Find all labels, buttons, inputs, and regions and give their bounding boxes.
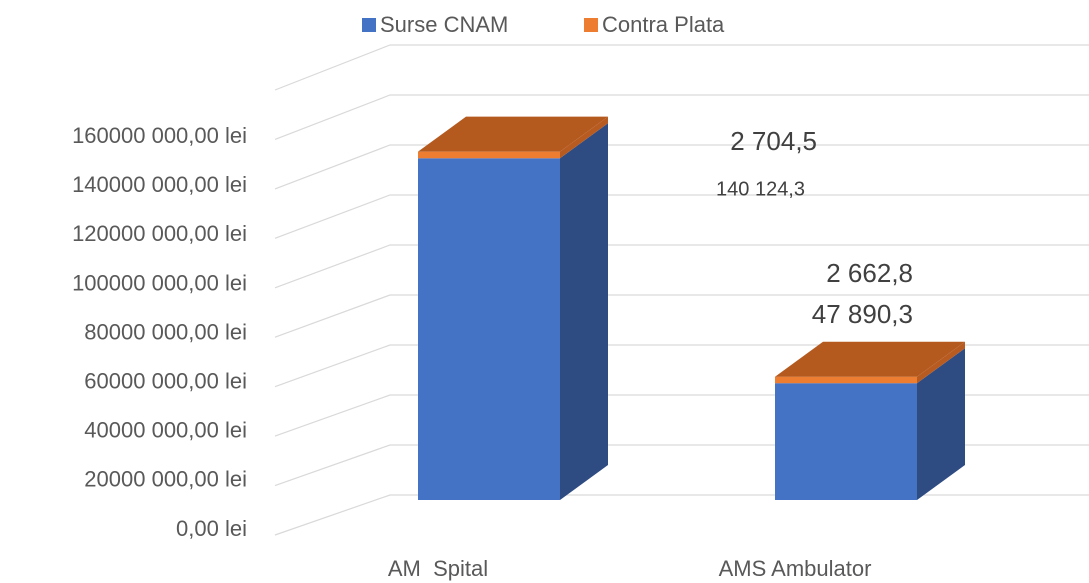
grid-line — [274, 94, 1089, 141]
bar-top — [418, 116, 608, 152]
data-label: 2 662,8 — [826, 258, 913, 288]
bar-side — [560, 116, 608, 159]
x-tick-label: AM Spital — [388, 556, 488, 581]
legend-label: Surse CNAM — [380, 12, 508, 37]
y-tick-label: 40000 000,00 lei — [84, 418, 247, 443]
grid-line — [274, 394, 1089, 437]
bar — [418, 151, 560, 159]
legend-swatch — [362, 18, 376, 32]
grid-line — [274, 294, 1089, 338]
bar-side — [917, 341, 965, 384]
data-label: 47 890,3 — [812, 299, 913, 329]
grid-line — [274, 194, 1089, 239]
y-tick-label: 60000 000,00 lei — [84, 368, 247, 393]
bar — [418, 158, 560, 501]
grid-line — [274, 444, 1089, 487]
y-tick-label: 160000 000,00 lei — [72, 123, 247, 148]
grid-line — [274, 494, 1089, 536]
data-label: 2 704,5 — [730, 126, 817, 156]
legend-swatch — [584, 18, 598, 32]
bar-top — [775, 341, 965, 377]
grid-line — [274, 244, 1089, 289]
bar — [775, 383, 917, 500]
grid-line — [274, 344, 1089, 388]
bar — [775, 376, 917, 384]
grid-line — [274, 44, 1089, 91]
y-tick-label: 140000 000,00 lei — [72, 172, 247, 197]
y-tick-label: 80000 000,00 lei — [84, 319, 247, 344]
bar-side — [917, 348, 965, 500]
y-tick-label: 0,00 lei — [176, 516, 247, 541]
y-tick-label: 20000 000,00 lei — [84, 467, 247, 492]
y-tick-label: 120000 000,00 lei — [72, 221, 247, 246]
legend-label: Contra Plata — [602, 12, 725, 37]
x-tick-label: AMS Ambulator — [719, 556, 872, 581]
y-tick-label: 100000 000,00 lei — [72, 270, 247, 295]
data-label: 140 124,3 — [716, 178, 805, 200]
grid-line — [274, 144, 1089, 190]
bar-side — [560, 123, 608, 500]
